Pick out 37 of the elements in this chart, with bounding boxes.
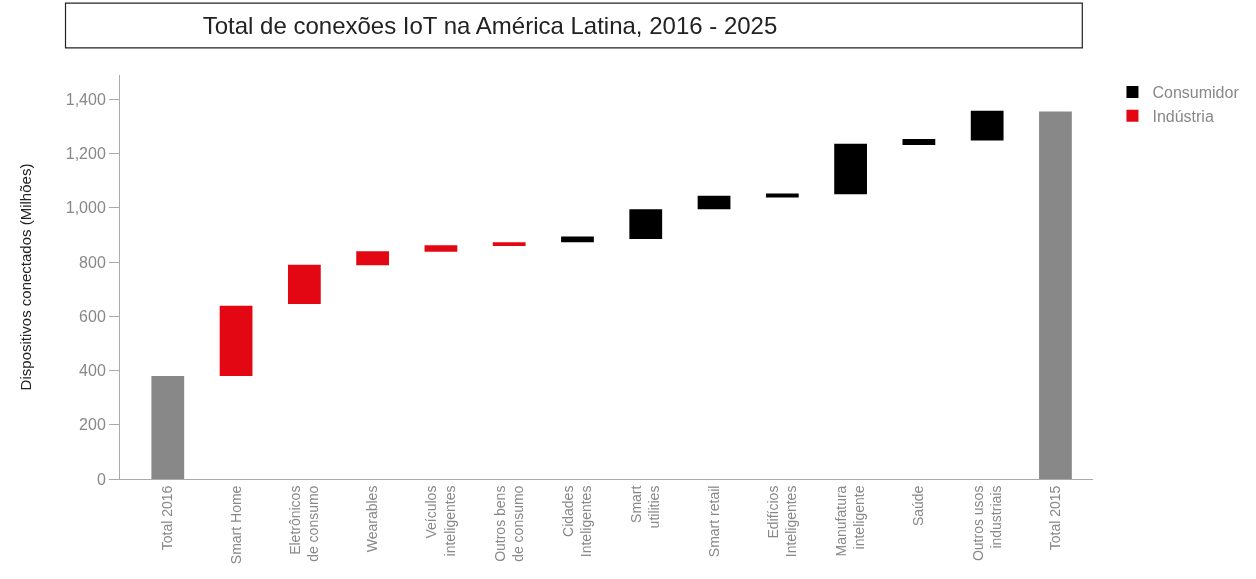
bar	[287, 264, 321, 305]
bar	[697, 195, 731, 210]
x-tick-label: Smart retail	[705, 485, 722, 558]
x-tick-label: Outros usos industriais	[969, 485, 1004, 562]
y-tick-label: 600	[79, 307, 106, 325]
x-tick-label: Smart Home	[227, 485, 244, 565]
legend-label: Consumidor	[1152, 84, 1240, 102]
bar	[765, 193, 799, 198]
x-tick-label: Veículos inteligentes	[423, 485, 458, 557]
bar	[1039, 111, 1072, 479]
x-tick-label: Smart utilities	[628, 485, 663, 529]
y-tick-label: 0	[96, 470, 106, 488]
bar	[424, 245, 458, 252]
y-tick-label: 200	[79, 416, 106, 434]
y-tick-label: 1,400	[65, 91, 106, 108]
x-tick-label: Edifícios Inteligentes	[764, 485, 799, 558]
x-tick-label: Saúde	[910, 485, 927, 527]
chart-title: Total de conexões IoT na América Latina, 2016 - 2025	[202, 12, 778, 40]
bar	[629, 209, 663, 240]
legend-label: Indústria	[1152, 107, 1214, 125]
y-axis-title: Dispositivos conectados (Milhões)	[17, 163, 34, 391]
x-tick-label: Total 2016	[159, 485, 176, 551]
bar	[902, 138, 936, 145]
bar	[834, 143, 867, 195]
bar	[970, 110, 1004, 141]
bar	[492, 242, 526, 247]
y-tick-label: 1,200	[65, 145, 106, 163]
bar	[151, 375, 185, 479]
x-tick-label: Wearables	[364, 485, 381, 553]
x-tick-label: Manufatura inteligente	[833, 485, 868, 557]
y-tick-label: 800	[79, 253, 106, 271]
x-tick-label: Eletrônicos de consumo	[286, 485, 322, 562]
y-tick-label: 1,000	[65, 199, 106, 217]
y-tick-label: 400	[79, 362, 106, 380]
x-tick-label: Total 2015	[1047, 485, 1063, 551]
bar	[356, 251, 390, 266]
bar	[219, 305, 253, 376]
